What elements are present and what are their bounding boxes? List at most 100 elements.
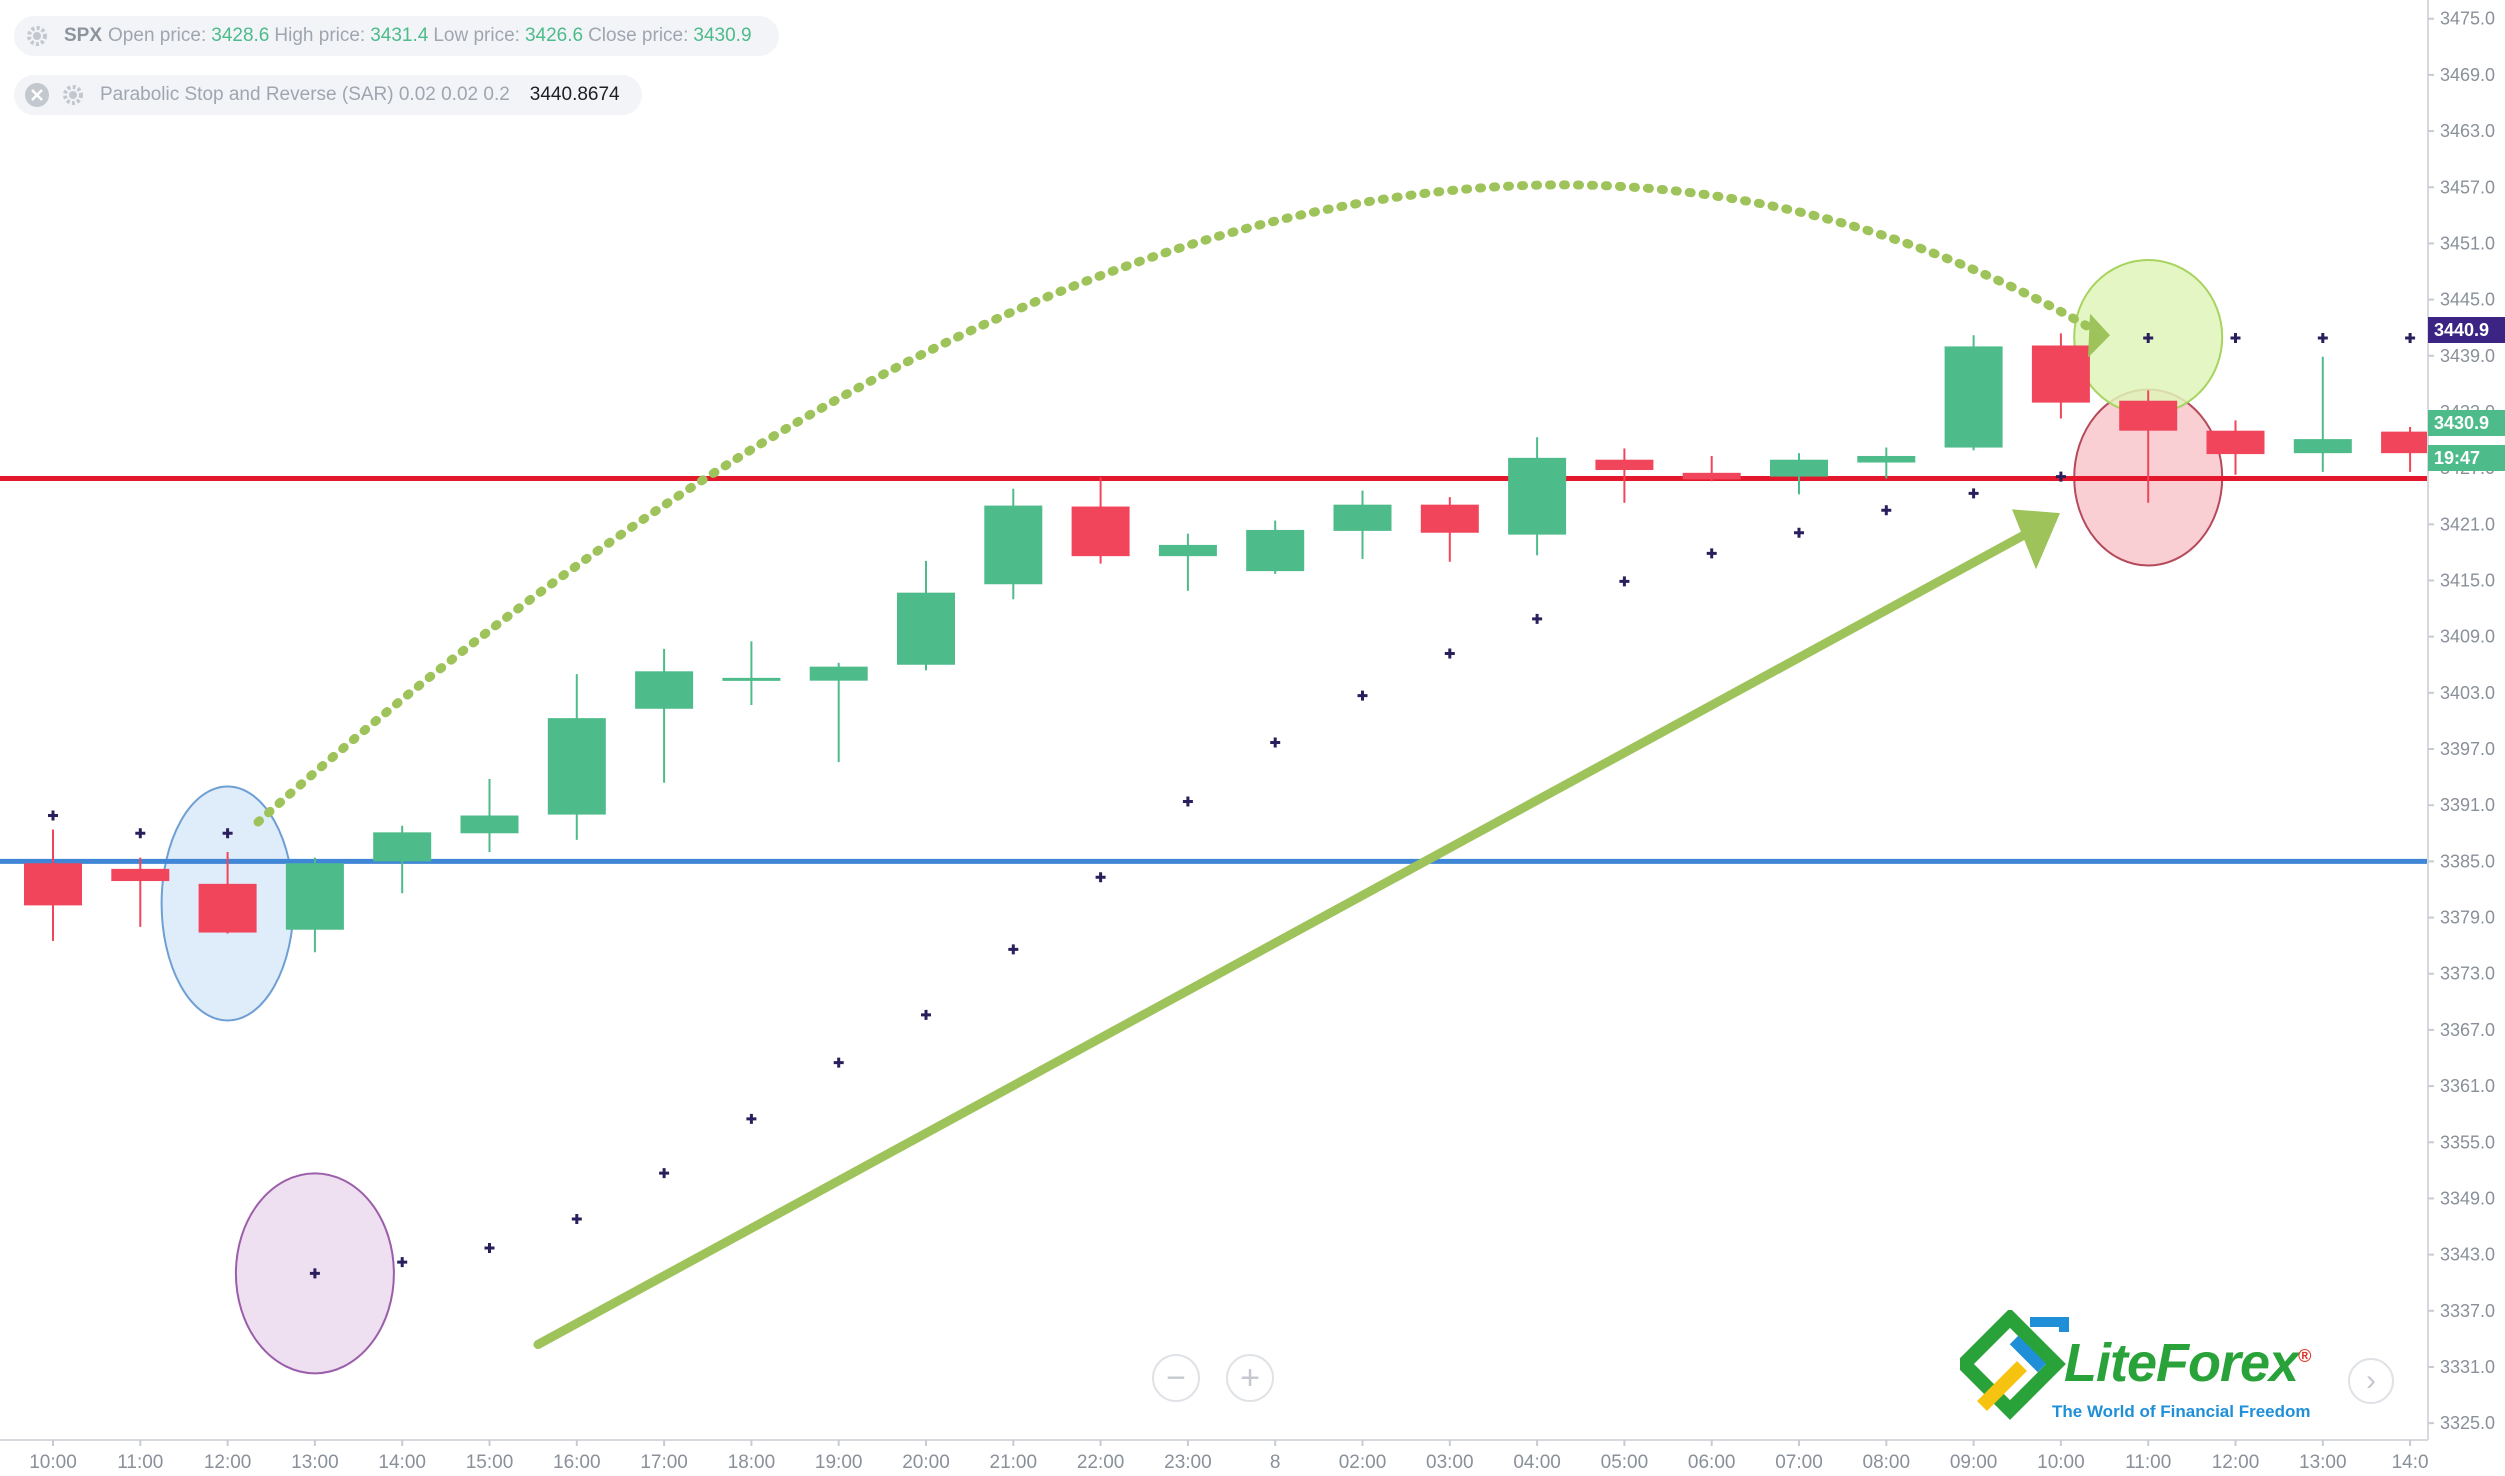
sar-dot xyxy=(1008,944,1019,955)
candle-15:00 xyxy=(460,778,519,853)
candle-body xyxy=(2031,345,2090,403)
candle-body xyxy=(1682,472,1741,480)
price-tick-label: 3355.0 xyxy=(2440,1132,2495,1152)
price-tick-label: 3475.0 xyxy=(2440,9,2495,29)
open-value: 3428.6 xyxy=(211,25,270,46)
sar-dot xyxy=(1357,690,1368,701)
candle-05:00 xyxy=(1595,448,1654,503)
price-tick-label: 3349.0 xyxy=(2440,1188,2495,1208)
time-tick-label: 13:00 xyxy=(2299,1452,2347,1473)
candle-body xyxy=(547,718,606,815)
sar-dot xyxy=(48,810,58,821)
close-icon[interactable] xyxy=(24,82,50,108)
sar-dot xyxy=(571,1214,582,1225)
sar-value: 3440.8674 xyxy=(529,84,620,105)
candle-body xyxy=(373,832,432,862)
time-tick-label: 22:00 xyxy=(1077,1452,1125,1473)
candle-body xyxy=(1595,459,1654,471)
candle-body xyxy=(2206,430,2265,455)
gear-icon[interactable] xyxy=(60,82,86,108)
time-tick-label: 05:00 xyxy=(1601,1452,1649,1473)
time-tick-label: 14:00 xyxy=(378,1452,426,1473)
sar-dot xyxy=(484,1243,495,1254)
candle-13:00 xyxy=(2293,356,2352,472)
time-tick-label: 8 xyxy=(1270,1452,1281,1473)
price-tick-label: 3415.0 xyxy=(2440,570,2495,590)
candle-body xyxy=(1944,346,2003,448)
trend-arrow xyxy=(533,527,2035,1349)
sar-dot xyxy=(1794,527,1804,538)
close-label: Close price: xyxy=(588,25,689,46)
candle-11:00 xyxy=(2119,390,2178,503)
sar-dot xyxy=(309,1268,320,1279)
candle-body xyxy=(1420,504,1479,533)
sar-dot xyxy=(659,1168,670,1179)
sar-dot xyxy=(2230,332,2241,343)
candle-body xyxy=(198,883,257,933)
curved-arrow-head xyxy=(2088,313,2110,358)
curved-dotted-arrow xyxy=(253,180,2103,827)
candle-19:00 xyxy=(809,662,868,763)
sar-dot xyxy=(1182,796,1193,807)
candle-body xyxy=(1071,506,1130,557)
candle-18:00 xyxy=(722,641,781,706)
symbol-label: SPX xyxy=(64,25,103,46)
candle-body xyxy=(460,815,519,834)
candle-body xyxy=(1246,529,1305,572)
time-tick-label: 04:00 xyxy=(1513,1452,1561,1473)
price-tick-label: 3397.0 xyxy=(2440,739,2495,759)
price-tick-label: 3385.0 xyxy=(2440,851,2495,871)
scroll-right-button[interactable]: › xyxy=(2348,1358,2394,1404)
price-tick-label: 3439.0 xyxy=(2440,346,2495,366)
high-label: High price: xyxy=(274,25,366,46)
candle-8 xyxy=(1246,520,1305,574)
candle-21:00 xyxy=(984,488,1043,600)
candle-body xyxy=(2119,400,2178,431)
time-tick-label: 15:00 xyxy=(466,1452,514,1473)
candle-04:00 xyxy=(1508,437,1567,556)
zoom-in-button[interactable]: + xyxy=(1226,1354,1274,1402)
price-tick-label: 3457.0 xyxy=(2440,177,2495,197)
sar-name: Parabolic Stop and Reverse (SAR) 0.02 0.… xyxy=(100,84,510,105)
candle-16:00 xyxy=(547,674,606,840)
sar-dot xyxy=(2317,332,2328,343)
price-tick-label: 3391.0 xyxy=(2440,795,2495,815)
price-tick-label: 3325.0 xyxy=(2440,1413,2495,1433)
sar-dot xyxy=(1706,548,1717,559)
time-tick-label: 10:00 xyxy=(29,1452,77,1473)
time-tick-label: 17:00 xyxy=(640,1452,688,1473)
horizontal-levels xyxy=(0,475,2428,864)
annotation-layer-front xyxy=(253,180,2110,1349)
candle-13:00 xyxy=(285,857,344,953)
price-tick-label: 3337.0 xyxy=(2440,1301,2495,1321)
sar-dot xyxy=(2143,332,2154,343)
candle-body xyxy=(2293,439,2352,454)
price-tick-label: 3367.0 xyxy=(2440,1020,2495,1040)
open-label: Open price: xyxy=(108,25,207,46)
candle-body xyxy=(1508,457,1567,535)
time-tick-label: 10:00 xyxy=(2037,1452,2085,1473)
candle-body xyxy=(24,863,82,906)
candle-body xyxy=(111,868,170,882)
sar-dots-layer xyxy=(48,332,2416,1279)
close-value: 3430.9 xyxy=(693,25,752,46)
price-tick-label: 3445.0 xyxy=(2440,290,2495,310)
gear-icon[interactable] xyxy=(24,23,50,49)
time-tick-label: 07:00 xyxy=(1775,1452,1823,1473)
time-tick-label: 21:00 xyxy=(990,1452,1038,1473)
price-tick-label: 3451.0 xyxy=(2440,233,2495,253)
candle-body xyxy=(285,863,344,930)
price-axis[interactable]: 3475.0 3469.0 3463.0 3457.0 3451.0 3445.0 3439… xyxy=(2427,0,2505,1476)
sar-dot xyxy=(746,1113,757,1124)
candle-08:00 xyxy=(1857,447,1916,479)
candle-body xyxy=(809,666,868,681)
price-tick-label: 3409.0 xyxy=(2440,627,2495,647)
zoom-out-button[interactable]: − xyxy=(1152,1354,1200,1402)
candle-body xyxy=(722,677,781,681)
price-axis-background xyxy=(2428,0,2505,1476)
candle-03:00 xyxy=(1420,497,1479,562)
price-tick-label: 3361.0 xyxy=(2440,1076,2495,1096)
time-tick-label: 12:00 xyxy=(204,1452,252,1473)
time-axis[interactable]: 10:00 11:00 12:00 13:00 14:00 15:00 16:00 17:00… xyxy=(0,1439,2429,1473)
